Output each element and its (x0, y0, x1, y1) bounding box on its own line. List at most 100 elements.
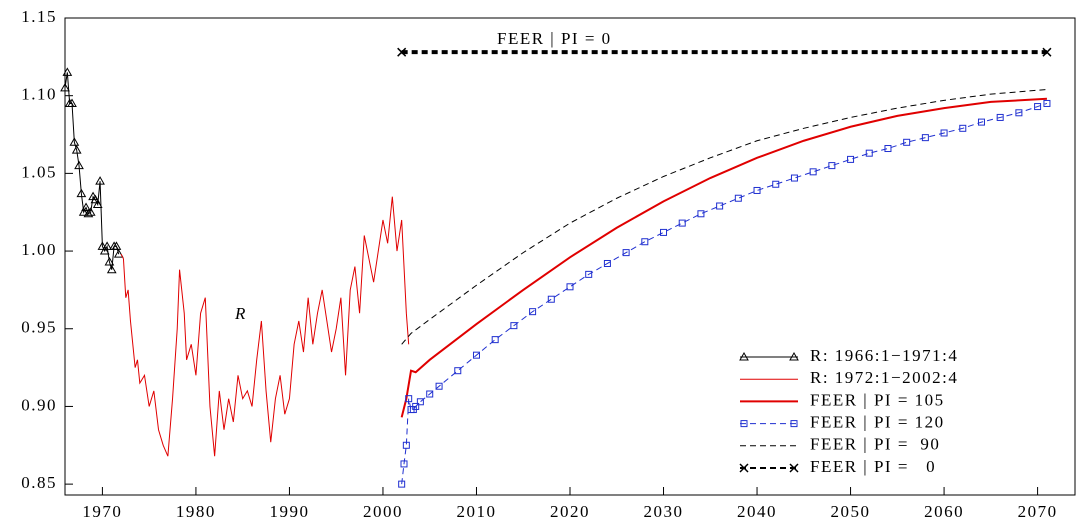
marker (921, 134, 929, 142)
marker (69, 137, 80, 146)
marker (585, 270, 593, 278)
marker (83, 208, 94, 218)
marker (789, 351, 799, 361)
marker (1043, 99, 1051, 107)
marker (71, 145, 82, 154)
marker (62, 67, 73, 76)
marker (789, 463, 799, 473)
legend-label: R: 1972:1−2002:4 (810, 368, 958, 387)
marker (402, 441, 410, 449)
series-line (64, 72, 120, 270)
x-tick-label: 1970 (82, 502, 122, 521)
marker (426, 390, 434, 398)
marker (397, 47, 407, 57)
marker (622, 249, 630, 257)
marker (1015, 109, 1023, 117)
marker (472, 351, 480, 359)
marker (74, 160, 84, 170)
legend-label: FEER | PI = 120 (810, 413, 945, 432)
marker (113, 249, 124, 258)
marker (884, 145, 892, 153)
marker (97, 241, 108, 250)
y-tick-label: 1.05 (21, 162, 57, 181)
legend-label: R: 1966:1−1971:4 (810, 346, 958, 365)
y-tick-label: 0.95 (21, 318, 57, 337)
marker (716, 202, 724, 210)
x-tick-label: 2010 (456, 502, 496, 521)
marker (734, 194, 742, 202)
annotation: R (234, 304, 247, 323)
marker (106, 264, 117, 274)
marker (678, 219, 686, 227)
marker (772, 180, 780, 188)
marker (865, 149, 873, 157)
marker (412, 402, 420, 410)
marker (85, 207, 96, 216)
x-tick-label: 2060 (924, 502, 964, 521)
marker (603, 259, 611, 267)
series-line (401, 102, 1048, 485)
series-line (400, 97, 1047, 418)
marker (76, 188, 87, 198)
marker (90, 194, 101, 204)
marker (60, 82, 70, 92)
marker (790, 420, 798, 428)
marker (104, 256, 115, 266)
marker (67, 98, 77, 107)
legend-label: FEER | PI = 0 (810, 457, 936, 476)
marker (92, 199, 103, 208)
marker (940, 129, 948, 137)
marker (809, 168, 817, 176)
y-tick-label: 0.85 (21, 473, 57, 492)
marker (740, 420, 748, 428)
x-tick-label: 1990 (269, 502, 309, 521)
x-tick-label: 2030 (644, 502, 684, 521)
marker (828, 162, 836, 170)
annotation: FEER | PI = 0 (497, 29, 612, 48)
series-line (120, 196, 410, 457)
x-tick-label: 2000 (363, 502, 403, 521)
legend-label: FEER | PI = 90 (810, 435, 940, 454)
x-tick-label: 2050 (831, 502, 871, 521)
marker (510, 322, 518, 330)
marker (790, 174, 798, 182)
marker (81, 202, 91, 212)
marker (1034, 103, 1042, 111)
x-tick-label: 2070 (1018, 502, 1058, 521)
x-tick-label: 2020 (550, 502, 590, 521)
marker (95, 176, 105, 185)
marker (398, 480, 406, 488)
marker (739, 351, 749, 361)
marker (660, 228, 668, 236)
marker (491, 336, 499, 344)
marker (753, 186, 761, 194)
marker (697, 210, 705, 218)
x-tick-label: 1980 (176, 502, 216, 521)
y-tick-label: 1.10 (21, 85, 57, 104)
series-line (401, 88, 1047, 345)
marker (435, 382, 443, 390)
marker (1042, 47, 1052, 57)
marker (847, 155, 855, 163)
marker (454, 367, 462, 375)
marker (400, 460, 408, 468)
marker (903, 138, 911, 146)
legend-label: FEER | PI = 105 (810, 390, 945, 409)
marker (996, 113, 1004, 121)
marker (547, 295, 555, 303)
marker (416, 398, 424, 406)
marker (111, 241, 122, 250)
marker (641, 238, 649, 246)
marker (739, 463, 749, 473)
x-tick-label: 2040 (737, 502, 777, 521)
y-tick-label: 0.90 (21, 395, 57, 414)
y-tick-label: 1.00 (21, 240, 57, 259)
marker (566, 283, 574, 291)
marker (959, 124, 967, 132)
y-tick-label: 1.15 (21, 7, 57, 26)
marker (78, 207, 89, 216)
marker (102, 241, 112, 250)
marker (99, 246, 110, 255)
marker (405, 395, 413, 403)
